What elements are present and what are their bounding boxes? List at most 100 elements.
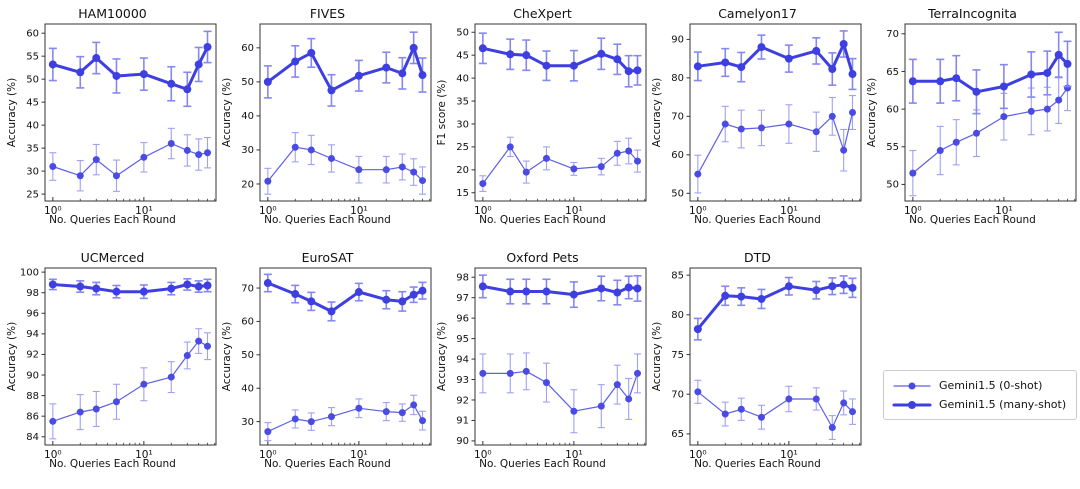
svg-text:75: 75	[671, 350, 684, 361]
svg-text:10⁰: 10⁰	[689, 449, 707, 461]
svg-text:40: 40	[241, 111, 254, 122]
chart-eurosat: EuroSAT 30 40 50 60 70 10⁰ 10¹ Accuracy (%) No.…	[220, 244, 435, 488]
chart-title: FIVES	[309, 6, 346, 21]
chart-camelyon17: Camelyon17 50 60 70 80 90 10⁰ 10¹ Accuracy (%) …	[650, 0, 865, 244]
svg-text:60: 60	[241, 43, 254, 54]
svg-text:93: 93	[456, 375, 469, 386]
x-axis-label: No. Queries Each Round	[479, 214, 606, 226]
svg-text:10¹: 10¹	[350, 449, 368, 461]
svg-text:55: 55	[26, 51, 39, 62]
svg-text:30: 30	[241, 145, 254, 156]
svg-text:88: 88	[26, 391, 39, 402]
svg-text:10¹: 10¹	[135, 449, 153, 461]
chart-title: EuroSAT	[301, 250, 354, 265]
svg-text:60: 60	[241, 317, 254, 328]
svg-text:10¹: 10¹	[995, 205, 1013, 217]
chart-plot: 50 55 60 65 70 10⁰ 10¹ Accuracy (%)	[866, 23, 1077, 217]
chart-fives: FIVES 20 30 40 50 60 10⁰ 10¹ Accuracy (%) No. Q…	[220, 0, 435, 244]
svg-text:Accuracy (%): Accuracy (%)	[866, 78, 878, 147]
svg-text:10¹: 10¹	[565, 449, 583, 461]
chart-title: Oxford Pets	[506, 250, 579, 265]
svg-text:90: 90	[26, 370, 39, 381]
x-axis-label: No. Queries Each Round	[694, 214, 821, 226]
x-axis-label: No. Queries Each Round	[694, 458, 821, 470]
svg-text:Accuracy (%): Accuracy (%)	[6, 322, 18, 391]
chart-plot: 65 70 75 80 85 10⁰ 10¹ Accuracy (%)	[651, 267, 862, 461]
svg-text:35: 35	[26, 143, 39, 154]
svg-text:70: 70	[671, 112, 684, 123]
svg-text:85: 85	[671, 270, 684, 281]
svg-text:50: 50	[671, 189, 684, 200]
svg-text:94: 94	[456, 354, 469, 365]
svg-text:50: 50	[886, 180, 899, 191]
svg-text:84: 84	[26, 432, 39, 443]
svg-text:10⁰: 10⁰	[474, 205, 492, 217]
svg-text:15: 15	[456, 188, 469, 199]
svg-text:45: 45	[26, 97, 39, 108]
x-axis-label: No. Queries Each Round	[909, 214, 1036, 226]
svg-text:Accuracy (%): Accuracy (%)	[221, 78, 233, 147]
svg-text:35: 35	[456, 96, 469, 107]
svg-text:25: 25	[456, 142, 469, 153]
svg-text:80: 80	[671, 73, 684, 84]
svg-text:30: 30	[456, 119, 469, 130]
legend-label: Gemini1.5 (0-shot)	[939, 379, 1043, 392]
svg-text:Accuracy (%): Accuracy (%)	[436, 322, 448, 391]
chart-chexpert: CheXpert 15 20 25 30 35 40 45 50 10⁰ 10¹ F1 score …	[435, 0, 650, 244]
x-axis-label: No. Queries Each Round	[49, 458, 176, 470]
svg-text:25: 25	[26, 189, 39, 200]
svg-text:10¹: 10¹	[780, 449, 798, 461]
svg-text:92: 92	[26, 350, 39, 361]
chart-plot: 20 30 40 50 60 10⁰ 10¹ Accuracy (%)	[221, 23, 432, 217]
svg-text:10⁰: 10⁰	[474, 449, 492, 461]
x-axis-label: No. Queries Each Round	[264, 214, 391, 226]
svg-text:60: 60	[886, 104, 899, 115]
legend-cell: Gemini1.5 (0-shot) Gemini1.5 (many-shot)	[865, 244, 1080, 488]
svg-text:60: 60	[26, 28, 39, 39]
svg-text:96: 96	[26, 309, 39, 320]
chart-title: CheXpert	[513, 6, 572, 21]
chart-title: Camelyon17	[718, 6, 797, 21]
legend-label: Gemini1.5 (many-shot)	[939, 398, 1067, 411]
chart-plot: 50 60 70 80 90 10⁰ 10¹ Accuracy (%)	[651, 23, 862, 217]
svg-text:30: 30	[241, 417, 254, 428]
svg-text:10⁰: 10⁰	[689, 205, 707, 217]
x-axis-label: No. Queries Each Round	[264, 458, 391, 470]
legend-item-manyshot: Gemini1.5 (many-shot)	[892, 395, 1066, 414]
svg-text:10⁰: 10⁰	[259, 449, 277, 461]
svg-text:70: 70	[886, 29, 899, 40]
chart-plot: 30 40 50 60 70 10⁰ 10¹ Accuracy (%)	[221, 267, 432, 461]
svg-text:91: 91	[456, 416, 469, 427]
svg-text:98: 98	[26, 288, 39, 299]
x-axis-label: No. Queries Each Round	[479, 458, 606, 470]
chart-grid: HAM10000 25 30 35 40 45 50 55 60 10⁰ 10¹ Accuracy …	[5, 0, 1080, 488]
svg-text:10⁰: 10⁰	[44, 449, 62, 461]
chart-title: UCMerced	[80, 250, 145, 265]
chart-title: TerraIncognita	[928, 6, 1017, 21]
svg-text:20: 20	[456, 165, 469, 176]
svg-text:Accuracy (%): Accuracy (%)	[6, 78, 18, 147]
legend-item-0shot: Gemini1.5 (0-shot)	[892, 376, 1066, 395]
svg-text:50: 50	[241, 350, 254, 361]
chart-ham10000: HAM10000 25 30 35 40 45 50 55 60 10⁰ 10¹ Accuracy …	[5, 0, 220, 244]
chart-ucmerced: UCMerced 84 86 88 90 92 94 96 98 100 10⁰ 10¹ Accura…	[5, 244, 220, 488]
svg-text:10¹: 10¹	[780, 205, 798, 217]
svg-text:98: 98	[456, 273, 469, 284]
svg-text:40: 40	[26, 120, 39, 131]
svg-text:55: 55	[886, 142, 899, 153]
chart-terraincognita: TerraIncognita 50 55 60 65 70 10⁰ 10¹ Accuracy …	[865, 0, 1080, 244]
chart-plot: 90 91 92 93 94 95 96 97 98 10⁰ 10¹ Accuracy (%)	[436, 267, 647, 461]
svg-text:65: 65	[671, 429, 684, 440]
thick-line-marker-icon	[892, 400, 932, 409]
svg-text:80: 80	[671, 310, 684, 321]
chart-title: DTD	[744, 250, 771, 265]
svg-text:10⁰: 10⁰	[44, 205, 62, 217]
svg-text:Accuracy (%): Accuracy (%)	[651, 322, 663, 391]
svg-text:90: 90	[456, 436, 469, 447]
svg-text:70: 70	[671, 390, 684, 401]
svg-text:30: 30	[26, 166, 39, 177]
svg-text:60: 60	[671, 150, 684, 161]
svg-text:40: 40	[456, 73, 469, 84]
svg-text:20: 20	[241, 179, 254, 190]
